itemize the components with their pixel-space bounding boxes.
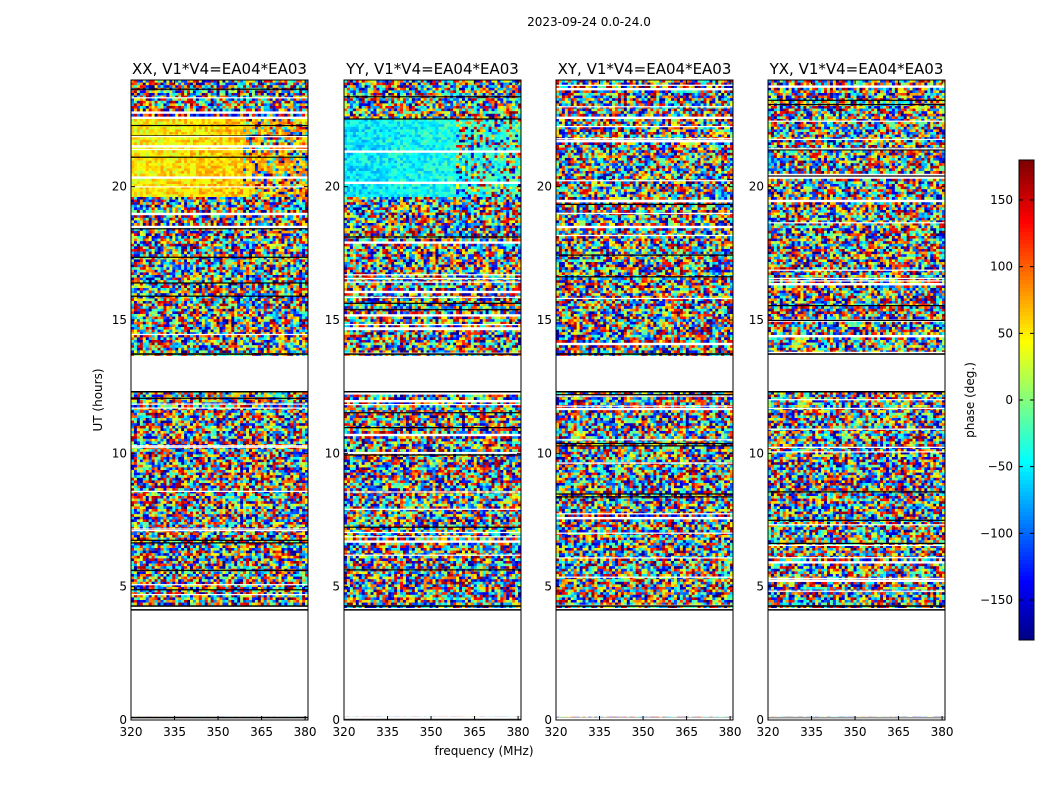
y-tick-label: 20 xyxy=(749,180,764,194)
colorbar-tick-label: 150 xyxy=(990,193,1013,207)
panel-frame xyxy=(555,79,734,721)
panel-3: XY, V1*V4=EA04*EA03 320 335 350 365 380 0 5 10 15… xyxy=(537,60,742,739)
panel-2: YY, V1*V4=EA04*EA03 320 335 350 365 380 0 5 10 15… xyxy=(325,60,530,739)
x-tick-label: 350 xyxy=(207,725,230,739)
y-tick-label: 15 xyxy=(749,313,764,327)
colorbar-tick-label: 100 xyxy=(990,260,1013,274)
colorbar-tick-label: 50 xyxy=(998,326,1013,340)
y-tick-label: 5 xyxy=(544,580,552,594)
panel-title: YY, V1*V4=EA04*EA03 xyxy=(345,60,519,78)
colorbar-tick-label: −150 xyxy=(980,593,1013,607)
panel-1: XX, V1*V4=EA04*EA03 320 335 350 365 380 0 5 10 15… xyxy=(112,60,317,739)
x-tick-label: 335 xyxy=(588,725,611,739)
y-tick-label: 5 xyxy=(332,580,340,594)
panel-frame xyxy=(343,79,522,721)
x-tick-label: 380 xyxy=(507,725,530,739)
x-tick-label: 365 xyxy=(463,725,486,739)
x-axis-label: frequency (MHz) xyxy=(434,744,533,758)
y-tick-label: 15 xyxy=(112,313,127,327)
x-tick-label: 335 xyxy=(800,725,823,739)
x-tick-label: 365 xyxy=(675,725,698,739)
x-tick-label: 320 xyxy=(120,725,143,739)
y-tick-label: 10 xyxy=(325,446,340,460)
phase-heatmap xyxy=(131,80,308,720)
x-tick-label: 380 xyxy=(931,725,954,739)
y-tick-label: 0 xyxy=(332,713,340,727)
panel-title: YX, V1*V4=EA04*EA03 xyxy=(769,60,944,78)
colorbar: 150 100 50 0 −50 −100 −150 xyxy=(980,159,1035,641)
x-tick-label: 350 xyxy=(632,725,655,739)
x-tick-label: 365 xyxy=(887,725,910,739)
x-tick-label: 335 xyxy=(163,725,186,739)
x-tick-label: 380 xyxy=(294,725,317,739)
panel-title: XY, V1*V4=EA04*EA03 xyxy=(558,60,732,78)
y-tick-label: 20 xyxy=(112,180,127,194)
x-tick-label: 335 xyxy=(376,725,399,739)
y-tick-label: 15 xyxy=(325,313,340,327)
x-tick-label: 320 xyxy=(757,725,780,739)
phase-heatmap xyxy=(556,80,733,720)
y-tick-label: 15 xyxy=(537,313,552,327)
x-tick-label: 365 xyxy=(250,725,273,739)
y-tick-label: 0 xyxy=(756,713,764,727)
panel-title: XX, V1*V4=EA04*EA03 xyxy=(132,60,307,78)
y-tick-label: 5 xyxy=(756,580,764,594)
y-tick-label: 20 xyxy=(325,180,340,194)
y-tick-label: 20 xyxy=(537,180,552,194)
phase-heatmap xyxy=(768,80,945,720)
colorbar-gradient xyxy=(1019,160,1034,641)
x-tick-label: 320 xyxy=(545,725,568,739)
x-tick-label: 350 xyxy=(844,725,867,739)
panel-frame xyxy=(130,79,309,721)
y-tick-label: 10 xyxy=(749,446,764,460)
y-tick-label: 10 xyxy=(112,446,127,460)
x-tick-label: 320 xyxy=(333,725,356,739)
colorbar-tick-label: −50 xyxy=(988,460,1013,474)
colorbar-tick-label: −100 xyxy=(980,526,1013,540)
panels-group: XX, V1*V4=EA04*EA03 320 335 350 365 380 0 5 10 15… xyxy=(112,60,954,739)
y-tick-label: 10 xyxy=(537,446,552,460)
x-tick-label: 350 xyxy=(420,725,443,739)
figure-suptitle: 2023-09-24 0.0-24.0 xyxy=(527,15,651,29)
panel-4: YX, V1*V4=EA04*EA03 320 335 350 365 380 0 5 10 15… xyxy=(749,60,954,739)
panel-frame xyxy=(767,79,946,721)
colorbar-label: phase (deg.) xyxy=(963,362,977,438)
phase-heatmap xyxy=(344,80,521,720)
y-tick-label: 5 xyxy=(119,580,127,594)
y-tick-label: 0 xyxy=(544,713,552,727)
x-tick-label: 380 xyxy=(719,725,742,739)
y-axis-label: UT (hours) xyxy=(91,368,105,431)
colorbar-tick-label: 0 xyxy=(1005,393,1013,407)
y-tick-label: 0 xyxy=(119,713,127,727)
